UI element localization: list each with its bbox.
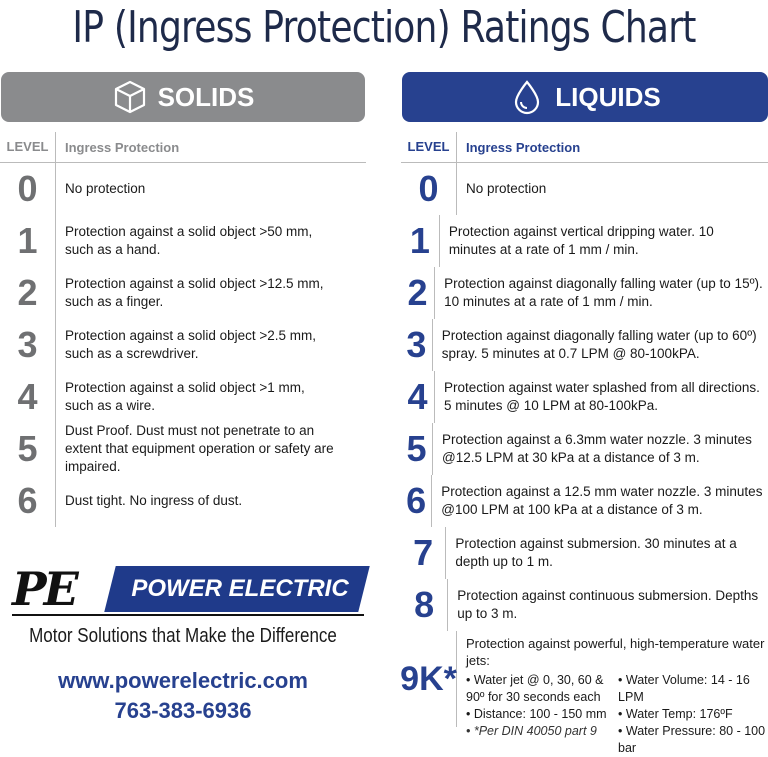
level-number: 2 [401, 267, 436, 319]
liquids-header: LIQUIDS [555, 81, 661, 112]
level-description: Protection against a solid object >2.5 m… [65, 328, 317, 361]
special-list-right: Water Volume: 14 - 16 LPM Water Temp: 17… [618, 672, 766, 757]
list-item: Water Pressure: 80 - 100 bar [618, 723, 766, 757]
liquids-banner: LIQUIDS [402, 72, 768, 122]
level-number: 6 [401, 475, 433, 527]
table-row: 5 Protection against a 6.3mm water nozzle… [401, 423, 768, 475]
liquids-table-header: LEVEL Ingress Protection [401, 132, 768, 163]
website-link[interactable]: www.powerelectric.com [58, 668, 308, 693]
table-row: 4 Protection against a solid object >1 mm… [0, 371, 366, 423]
list-item: Water Volume: 14 - 16 LPM [618, 672, 766, 706]
level-description: Protection against vertical dripping wat… [448, 224, 714, 257]
list-item: Distance: 100 - 150 mm [466, 706, 610, 723]
table-row: 7 Protection against submersion. 30 minut… [401, 527, 768, 579]
level-description: Protection against a solid object >1 mm,… [65, 380, 305, 413]
level-number: 0 [0, 163, 56, 215]
level-number: 4 [0, 371, 56, 423]
level-description: Protection against a 6.3mm water nozzle.… [442, 432, 752, 465]
col-ingress-protection: Ingress Protection [65, 139, 180, 155]
level-number: 5 [401, 423, 433, 475]
level-description: Protection against powerful, high-temper… [457, 631, 766, 757]
table-row: 0 No protection [401, 163, 768, 215]
table-row: 8 Protection against continuous submersio… [401, 579, 768, 631]
level-description: Protection against submersion. 30 minute… [455, 536, 737, 569]
col-level: LEVEL [0, 132, 56, 162]
level-number: 4 [401, 371, 435, 423]
table-row: 1 Protection against vertical dripping wa… [401, 215, 768, 267]
level-description: Protection against diagonally falling wa… [441, 328, 757, 361]
level-number: 6 [0, 475, 56, 527]
footnote: *Per DIN 40050 part 9 [466, 723, 610, 740]
level-description: Protection against diagonally falling wa… [444, 276, 763, 309]
level-number: 7 [401, 527, 447, 579]
level-number: 8 [401, 579, 449, 631]
table-row: 0 No protection [0, 163, 366, 215]
cube-icon [114, 80, 145, 114]
table-row: 2 Protection against diagonally falling w… [401, 267, 768, 319]
level-number: 9K* [400, 631, 457, 727]
level-description: Protection against a 12.5 mm water nozzl… [441, 484, 763, 517]
liquids-table: LEVEL Ingress Protection 0 No protection … [400, 132, 768, 755]
col-ingress-protection: Ingress Protection [466, 139, 581, 155]
table-row: 2 Protection against a solid object >12.5… [0, 267, 366, 319]
solids-table-header: LEVEL Ingress Protection [0, 132, 366, 163]
level-description: Protection against a solid object >50 mm… [65, 224, 313, 257]
table-row: 3 Protection against diagonally falling w… [401, 319, 768, 371]
special-lead: Protection against powerful, high-temper… [466, 636, 765, 668]
tagline: Motor Solutions that Make the Difference [29, 625, 337, 647]
level-description: Dust tight. No ingress of dust. [65, 493, 243, 508]
logo-underline [12, 614, 364, 616]
logo-mark: PE [12, 562, 79, 616]
level-description: Protection against a solid object >12.5 … [65, 276, 324, 309]
table-row: 6 Protection against a 12.5 mm water nozz… [401, 475, 768, 527]
level-number: 0 [401, 163, 457, 215]
table-row: 3 Protection against a solid object >2.5 … [0, 319, 366, 371]
level-number: 3 [0, 319, 56, 371]
table-row: 4 Protection against water splashed from … [401, 371, 768, 423]
level-number: 3 [401, 319, 433, 371]
level-description: Protection against water splashed from a… [443, 380, 760, 413]
level-number: 1 [0, 215, 56, 267]
power-electric-logo: PE POWER ELECTRIC [12, 562, 370, 616]
level-number: 2 [0, 267, 56, 319]
list-item: Water Temp: 176ºF [618, 706, 766, 723]
level-description: Dust Proof. Dust must not penetrate to a… [65, 423, 334, 474]
solids-banner: SOLIDS [1, 72, 365, 122]
special-list-left: Water jet @ 0, 30, 60 & 90º for 30 secon… [466, 672, 610, 757]
level-number: 1 [401, 215, 440, 267]
level-description: No protection [466, 181, 547, 196]
list-item: Water jet @ 0, 30, 60 & 90º for 30 secon… [466, 672, 610, 706]
table-row: 6 Dust tight. No ingress of dust. [0, 475, 366, 527]
solids-header: SOLIDS [157, 81, 255, 112]
solids-table: LEVEL Ingress Protection 0 No protection … [0, 132, 366, 527]
page-title: IP (Ingress Protection) Ratings Chart [72, 2, 696, 53]
level-description: Protection against continuous submersion… [457, 588, 759, 621]
table-row: 5 Dust Proof. Dust must not penetrate to … [0, 423, 366, 475]
water-drop-icon [515, 80, 540, 115]
level-number: 5 [0, 423, 56, 475]
phone-number[interactable]: 763-383-6936 [114, 698, 252, 723]
table-row-9k: 9K* Protection against powerful, high-te… [400, 631, 768, 755]
level-description: No protection [65, 181, 146, 196]
logo-text: POWER ELECTRIC [131, 575, 349, 602]
col-level: LEVEL [401, 132, 457, 162]
table-row: 1 Protection against a solid object >50 m… [0, 215, 366, 267]
